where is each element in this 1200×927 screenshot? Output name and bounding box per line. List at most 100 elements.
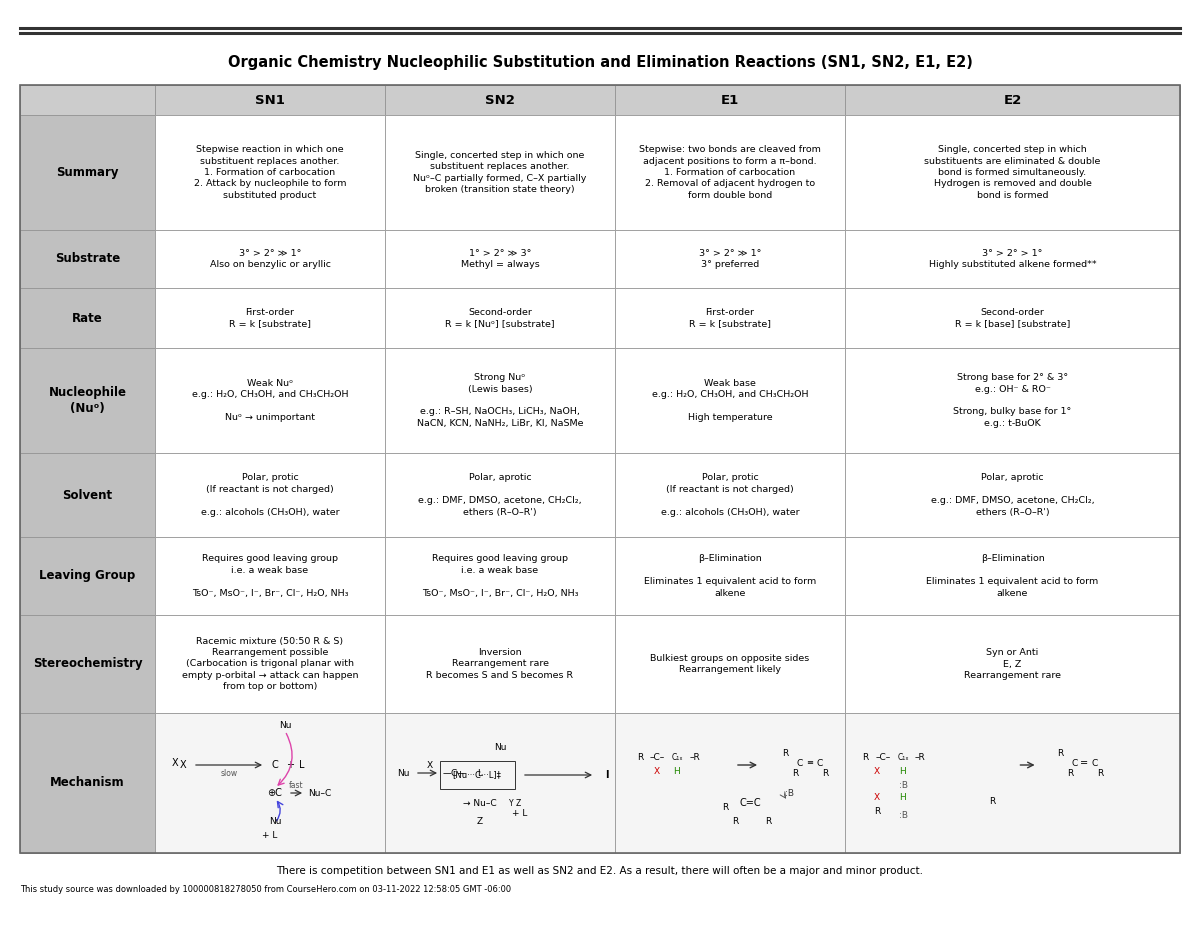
- Text: C: C: [271, 760, 278, 770]
- Text: Weak base
e.g.: H₂O, CH₃OH, and CH₃CH₂OH

High temperature: Weak base e.g.: H₂O, CH₃OH, and CH₃CH₂OH…: [652, 379, 809, 422]
- Text: C: C: [817, 758, 823, 768]
- Text: Nu: Nu: [278, 720, 292, 730]
- Bar: [385, 85, 616, 115]
- Text: X: X: [874, 767, 880, 776]
- Text: → Nu–C: → Nu–C: [463, 798, 497, 807]
- Bar: [20, 615, 155, 713]
- Bar: [616, 537, 845, 615]
- Text: R: R: [732, 817, 738, 826]
- Text: E1: E1: [721, 94, 739, 107]
- Text: R: R: [637, 754, 643, 763]
- Bar: [616, 453, 845, 537]
- Text: I: I: [605, 770, 608, 780]
- Bar: [845, 453, 1180, 537]
- Text: First-order
R = k [substrate]: First-order R = k [substrate]: [229, 308, 311, 328]
- Text: R: R: [1057, 748, 1063, 757]
- Bar: [155, 537, 385, 615]
- Bar: [20, 713, 155, 853]
- Text: Summary: Summary: [56, 166, 119, 179]
- Bar: [20, 348, 155, 453]
- Text: Requires good leaving group
i.e. a weak base

TsO⁻, MsO⁻, I⁻, Br⁻, Cl⁻, H₂O, NH₃: Requires good leaving group i.e. a weak …: [192, 554, 348, 598]
- Text: β–Elimination

Eliminates 1 equivalent acid to form
alkene: β–Elimination Eliminates 1 equivalent ac…: [644, 554, 816, 598]
- Text: Substrate: Substrate: [55, 252, 120, 265]
- Bar: [616, 348, 845, 453]
- Bar: [845, 115, 1180, 230]
- Bar: [385, 615, 616, 713]
- Text: Organic Chemistry Nucleophilic Substitution and Elimination Reactions (SN1, SN2,: Organic Chemistry Nucleophilic Substitut…: [228, 55, 972, 70]
- Text: 1° > 2° ≫ 3°
Methyl = always: 1° > 2° ≫ 3° Methyl = always: [461, 248, 539, 269]
- Text: Polar, protic
(If reactant is not charged)

e.g.: alcohols (CH₃OH), water: Polar, protic (If reactant is not charge…: [661, 474, 799, 516]
- Text: Stepwise: two bonds are cleaved from
adjacent positions to form a π–bond.
1. For: Stepwise: two bonds are cleaved from adj…: [640, 146, 821, 200]
- Bar: [845, 713, 1180, 853]
- Text: Leaving Group: Leaving Group: [40, 569, 136, 582]
- Text: Racemic mixture (50:50 R & S)
Rearrangement possible
(Carbocation is trigonal pl: Racemic mixture (50:50 R & S) Rearrangem…: [181, 637, 359, 692]
- Text: R: R: [792, 768, 798, 778]
- Text: Second-order
R = k [base] [substrate]: Second-order R = k [base] [substrate]: [955, 308, 1070, 328]
- Text: Nu: Nu: [397, 768, 409, 778]
- Text: Y Z: Y Z: [509, 798, 521, 807]
- Text: :B: :B: [899, 781, 907, 790]
- Bar: [616, 85, 845, 115]
- Text: R: R: [782, 748, 788, 757]
- Text: slow: slow: [221, 768, 238, 778]
- Bar: [616, 230, 845, 288]
- Bar: [385, 453, 616, 537]
- Text: Mechanism: Mechanism: [50, 777, 125, 790]
- Text: +: +: [286, 760, 294, 770]
- Text: :B: :B: [786, 789, 794, 797]
- Bar: [20, 453, 155, 537]
- Text: Nu–C: Nu–C: [308, 789, 331, 797]
- Text: C: C: [1072, 758, 1078, 768]
- Bar: [155, 115, 385, 230]
- Text: X: X: [427, 760, 433, 769]
- Text: Nu: Nu: [269, 817, 281, 826]
- Text: X: X: [874, 794, 880, 803]
- Text: Nu: Nu: [493, 743, 506, 753]
- Text: Inversion
Rearrangement rare
R becomes S and S becomes R: Inversion Rearrangement rare R becomes S…: [426, 648, 574, 679]
- Text: Second-order
R = k [Nuᵒ] [substrate]: Second-order R = k [Nuᵒ] [substrate]: [445, 308, 554, 328]
- Text: C₁ₓ: C₁ₓ: [671, 754, 683, 763]
- Bar: [20, 537, 155, 615]
- Bar: [20, 85, 155, 115]
- Bar: [616, 115, 845, 230]
- Bar: [155, 288, 385, 348]
- Text: Polar, aprotic

e.g.: DMF, DMSO, acetone, CH₂Cl₂,
ethers (R–O–R'): Polar, aprotic e.g.: DMF, DMSO, acetone,…: [418, 474, 582, 516]
- Bar: [845, 615, 1180, 713]
- Text: R: R: [862, 754, 868, 763]
- Text: Bulkiest groups on opposite sides
Rearrangement likely: Bulkiest groups on opposite sides Rearra…: [650, 654, 810, 674]
- Bar: [845, 537, 1180, 615]
- Text: R: R: [1097, 768, 1104, 778]
- Text: Strong base for 2° & 3°
e.g.: OH⁻ & RO⁻

Strong, bulky base for 1°
e.g.: t-BuOK: Strong base for 2° & 3° e.g.: OH⁻ & RO⁻ …: [953, 373, 1072, 428]
- Bar: [616, 713, 845, 853]
- Text: L: L: [299, 760, 305, 770]
- Text: Z: Z: [476, 817, 484, 826]
- Text: + L: + L: [512, 808, 528, 818]
- Bar: [616, 288, 845, 348]
- Text: First-order
R = k [substrate]: First-order R = k [substrate]: [689, 308, 772, 328]
- Text: Stereochemistry: Stereochemistry: [32, 657, 143, 670]
- Bar: [155, 230, 385, 288]
- Text: C₁ₓ: C₁ₓ: [898, 754, 908, 763]
- Text: Polar, protic
(If reactant is not charged)

e.g.: alcohols (CH₃OH), water: Polar, protic (If reactant is not charge…: [200, 474, 340, 516]
- Text: R: R: [1067, 768, 1074, 778]
- Bar: [385, 713, 616, 853]
- Text: R: R: [822, 768, 828, 778]
- Bar: [845, 230, 1180, 288]
- Bar: [845, 288, 1180, 348]
- Bar: [155, 453, 385, 537]
- Text: Requires good leaving group
i.e. a weak base

TsO⁻, MsO⁻, I⁻, Br⁻, Cl⁻, H₂O, NH₃: Requires good leaving group i.e. a weak …: [421, 554, 578, 598]
- Bar: [20, 85, 1180, 853]
- Text: 3° > 2° > 1°
Highly substituted alkene formed**: 3° > 2° > 1° Highly substituted alkene f…: [929, 248, 1097, 269]
- Bar: [385, 348, 616, 453]
- Text: Polar, aprotic

e.g.: DMF, DMSO, acetone, CH₂Cl₂,
ethers (R–O–R'): Polar, aprotic e.g.: DMF, DMSO, acetone,…: [931, 474, 1094, 516]
- Text: ≡: ≡: [806, 758, 814, 768]
- Bar: [616, 615, 845, 713]
- Bar: [845, 85, 1180, 115]
- Text: Solvent: Solvent: [62, 489, 113, 502]
- Text: C: C: [1091, 758, 1098, 768]
- Text: X: X: [654, 767, 660, 776]
- Text: This study source was downloaded by 100000818278050 from CourseHero.com on 03-11: This study source was downloaded by 1000…: [20, 884, 511, 894]
- Text: There is competition between SN1 and E1 as well as SN2 and E2. As a result, ther: There is competition between SN1 and E1 …: [276, 866, 924, 876]
- Text: E2: E2: [1003, 94, 1021, 107]
- Text: R: R: [989, 796, 996, 806]
